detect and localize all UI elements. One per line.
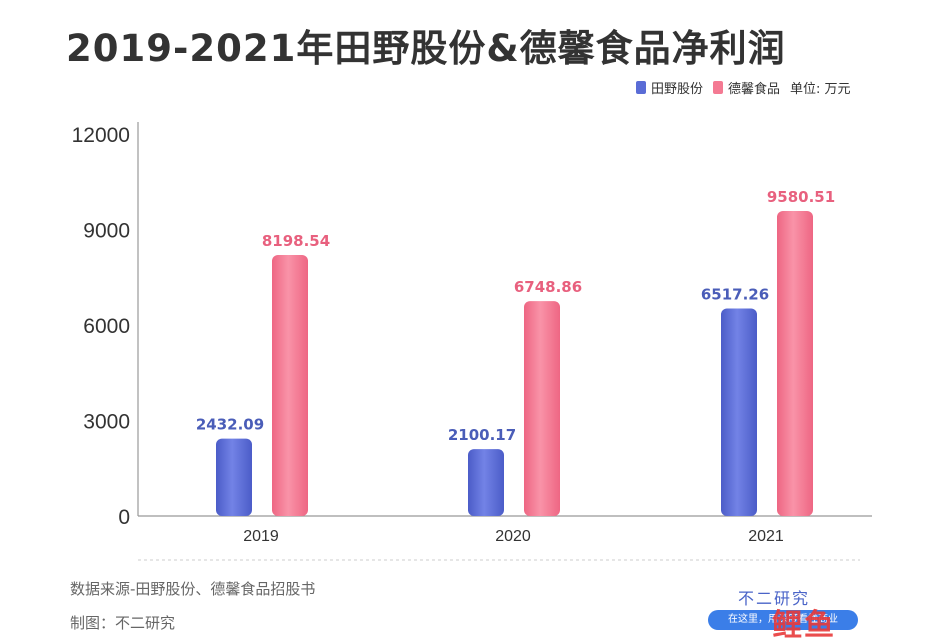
data-label-tianye-2019: 2432.09 bbox=[196, 416, 264, 434]
legend-label-tianye: 田野股份 bbox=[651, 82, 704, 97]
bar-tianye-2020 bbox=[468, 449, 504, 516]
legend: 田野股份 德馨食品 单位: 万元 bbox=[636, 78, 851, 97]
legend-label-dexin: 德馨食品 bbox=[728, 82, 781, 97]
data-source-note: 数据来源-田野股份、德馨食品招股书 bbox=[70, 580, 316, 598]
x-tick-label: 2020 bbox=[495, 528, 531, 545]
x-tick-label: 2021 bbox=[748, 528, 784, 545]
y-tick-label: 6000 bbox=[83, 315, 130, 338]
chart-maker-note: 制图：不二研究 bbox=[70, 614, 176, 632]
data-label-dexin-2019: 8198.54 bbox=[262, 232, 330, 250]
y-tick-label: 3000 bbox=[83, 411, 130, 434]
data-label-tianye-2020: 2100.17 bbox=[448, 426, 516, 444]
y-tick-label: 12000 bbox=[72, 124, 130, 147]
bar-tianye-2019 bbox=[216, 438, 252, 516]
legend-item-dexin: 德馨食品 bbox=[713, 78, 780, 97]
data-label-dexin-2021: 9580.51 bbox=[767, 188, 835, 206]
bar-tianye-2021 bbox=[721, 308, 757, 516]
legend-item-tianye: 田野股份 bbox=[636, 78, 703, 97]
brand-banner: 在这里，用深度看懂商业 bbox=[708, 610, 858, 630]
bar-dexin-2020 bbox=[524, 301, 560, 516]
y-tick-label: 0 bbox=[118, 506, 130, 529]
bar-dexin-2019 bbox=[272, 255, 308, 517]
data-label-dexin-2020: 6748.86 bbox=[514, 278, 582, 296]
y-tick-label: 9000 bbox=[83, 220, 130, 243]
legend-swatch-tianye bbox=[636, 81, 646, 94]
x-tick-label: 2019 bbox=[243, 528, 279, 545]
legend-swatch-dexin bbox=[713, 81, 724, 94]
data-label-tianye-2021: 6517.26 bbox=[701, 286, 769, 304]
watermark-logo: 鲤鱼 bbox=[772, 608, 836, 643]
brand-name: 不二研究 bbox=[738, 589, 811, 608]
bar-dexin-2021 bbox=[777, 211, 813, 516]
chart-title: 2019-2021年田野股份&德馨食品净利润 bbox=[66, 27, 786, 70]
unit-label: 单位: 万元 bbox=[790, 82, 851, 97]
